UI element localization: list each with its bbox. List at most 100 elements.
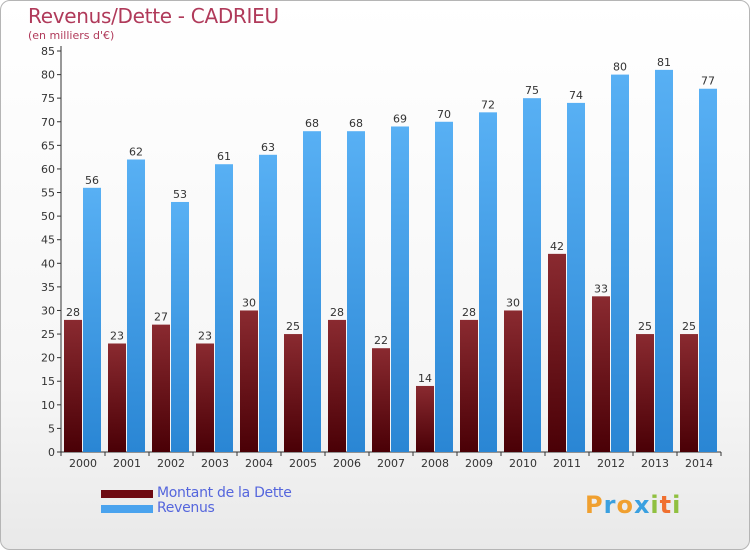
revenue-bar	[611, 74, 629, 453]
logo-letter: x	[633, 491, 651, 519]
debt-value-label: 23	[198, 329, 212, 342]
debt-bar	[636, 334, 654, 452]
y-tick-label: 75	[41, 92, 55, 105]
debt-value-label: 25	[638, 320, 652, 333]
y-tick-label: 70	[41, 116, 55, 129]
debt-value-label: 27	[154, 311, 168, 324]
revenue-bar	[127, 159, 145, 452]
revenue-value-label: 62	[129, 146, 143, 159]
revenue-bar	[435, 121, 453, 452]
revenue-bar	[479, 112, 497, 453]
revenue-value-label: 81	[657, 56, 671, 69]
debt-bar	[196, 343, 214, 452]
x-tick-label: 2002	[157, 457, 185, 470]
y-tick-label: 50	[41, 210, 55, 223]
x-tick-label: 2008	[421, 457, 449, 470]
revenue-value-label: 68	[349, 117, 363, 130]
x-tick-label: 2014	[685, 457, 713, 470]
debt-value-label: 14	[418, 372, 432, 385]
y-tick-label: 0	[48, 446, 55, 459]
x-tick-label: 2004	[245, 457, 273, 470]
x-tick-label: 2003	[201, 457, 229, 470]
y-tick-label: 35	[41, 281, 55, 294]
debt-value-label: 25	[682, 320, 696, 333]
logo-letter: r	[603, 491, 617, 519]
revenue-bar	[171, 201, 189, 452]
chart-subtitle: (en milliers d'€)	[28, 29, 115, 42]
revenue-value-label: 74	[569, 89, 583, 102]
y-tick-label: 80	[41, 69, 55, 82]
debt-value-label: 28	[462, 306, 476, 319]
revenue-bar	[567, 102, 585, 453]
debt-value-label: 25	[286, 320, 300, 333]
debt-bar	[592, 296, 610, 452]
debt-bar	[504, 310, 522, 452]
revenue-value-label: 63	[261, 141, 275, 154]
x-tick-label: 2011	[553, 457, 581, 470]
revenue-bar	[303, 131, 321, 452]
revenue-value-label: 68	[305, 117, 319, 130]
proxiti-logo: Proxiti	[585, 491, 681, 519]
legend-swatch-revenus	[101, 505, 153, 513]
revenue-value-label: 70	[437, 108, 451, 121]
legend-label-revenus: Revenus	[157, 500, 215, 516]
x-tick-label: 2001	[113, 457, 141, 470]
y-tick-label: 65	[41, 139, 55, 152]
chart-title: Revenus/Dette - CADRIEU	[28, 4, 279, 28]
debt-value-label: 33	[594, 282, 608, 295]
logo-letter: o	[616, 491, 634, 519]
x-tick-label: 2009	[465, 457, 493, 470]
revenue-bar	[391, 126, 409, 452]
x-tick-label: 2013	[641, 457, 669, 470]
legend-label-dette: Montant de la Dette	[157, 485, 292, 501]
y-tick-label: 30	[41, 304, 55, 317]
x-tick-label: 2000	[69, 457, 97, 470]
debt-value-label: 22	[374, 334, 388, 347]
debt-value-label: 30	[242, 296, 256, 309]
debt-bar	[284, 334, 302, 452]
debt-bar	[152, 324, 170, 452]
revenue-value-label: 72	[481, 98, 495, 111]
debt-bar	[240, 310, 258, 452]
y-tick-label: 60	[41, 163, 55, 176]
revenue-bar	[699, 88, 717, 452]
debt-bar	[460, 319, 478, 452]
debt-bar	[416, 385, 434, 452]
logo-letter: P	[585, 491, 604, 519]
y-tick-label: 5	[48, 422, 55, 435]
debt-value-label: 23	[110, 329, 124, 342]
logo-letter: i	[672, 491, 682, 519]
y-tick-label: 45	[41, 234, 55, 247]
debt-bar	[680, 334, 698, 452]
revenue-value-label: 56	[85, 174, 99, 187]
revenue-bar	[523, 98, 541, 453]
revenue-bar	[347, 131, 365, 452]
debt-value-label: 42	[550, 240, 564, 253]
y-tick-label: 55	[41, 187, 55, 200]
debt-value-label: 28	[330, 306, 344, 319]
x-tick-label: 2010	[509, 457, 537, 470]
y-tick-label: 85	[41, 45, 55, 58]
y-tick-label: 10	[41, 399, 55, 412]
debt-value-label: 28	[66, 306, 80, 319]
logo-letter: i	[650, 491, 660, 519]
revenue-value-label: 53	[173, 188, 187, 201]
debt-bar	[548, 253, 566, 452]
revenue-value-label: 77	[701, 75, 715, 88]
debt-bar	[64, 319, 82, 452]
legend-swatch-dette	[101, 490, 153, 498]
logo-letter: t	[659, 491, 673, 519]
revenue-bar	[655, 69, 673, 452]
revenue-value-label: 75	[525, 84, 539, 97]
y-tick-label: 15	[41, 375, 55, 388]
y-tick-label: 25	[41, 328, 55, 341]
x-tick-label: 2012	[597, 457, 625, 470]
debt-bar	[328, 319, 346, 452]
revenue-value-label: 69	[393, 112, 407, 125]
revenue-value-label: 61	[217, 150, 231, 163]
debt-bar	[372, 348, 390, 452]
revenue-value-label: 80	[613, 61, 627, 74]
debt-value-label: 30	[506, 296, 520, 309]
